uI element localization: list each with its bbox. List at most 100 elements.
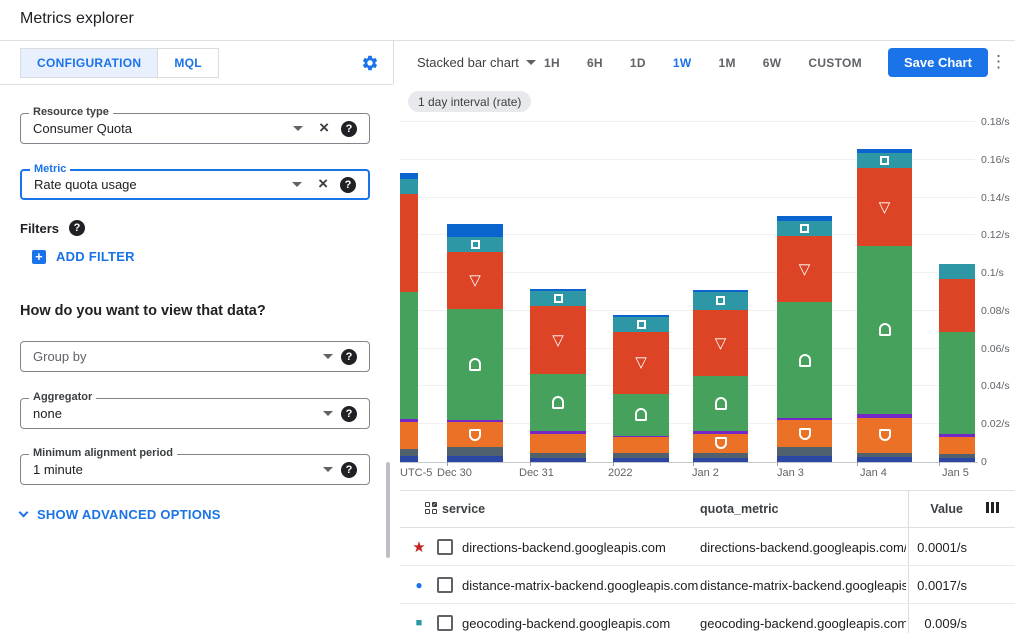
series-red-segment[interactable]: ▽ (613, 331, 669, 394)
tab-configuration[interactable]: CONFIGURATION (21, 49, 158, 77)
series-purple-segment[interactable] (400, 418, 418, 423)
chevron-down-icon[interactable] (323, 467, 333, 472)
series-red-segment[interactable]: ▽ (777, 236, 832, 303)
series-slate-segment[interactable] (400, 448, 418, 457)
stacked-bar[interactable]: ▽ (530, 115, 586, 462)
series-blue-segment[interactable] (693, 290, 748, 292)
help-icon[interactable]: ? (340, 176, 356, 193)
series-green-segment[interactable] (613, 394, 669, 436)
series-teal-segment[interactable] (447, 237, 503, 253)
range-6w[interactable]: 6W (762, 56, 782, 70)
series-green-segment[interactable] (400, 292, 418, 419)
chevron-down-icon[interactable] (323, 411, 333, 416)
save-chart-button[interactable]: Save Chart (888, 48, 988, 77)
range-1d[interactable]: 1D (629, 56, 646, 70)
range-1m[interactable]: 1M (718, 56, 736, 70)
series-blue-segment[interactable] (530, 289, 586, 292)
series-green-segment[interactable] (777, 302, 832, 418)
series-blue-segment[interactable] (857, 149, 912, 154)
series-slate-segment[interactable] (613, 452, 669, 459)
show-advanced-options-button[interactable]: SHOW ADVANCED OPTIONS (18, 507, 221, 522)
toggle-series-grid-icon[interactable] (425, 502, 437, 514)
metric-field[interactable]: Metric Rate quota usage × ? (20, 163, 370, 200)
series-purple-segment[interactable] (777, 417, 832, 421)
stacked-bar[interactable]: ▽ (693, 115, 748, 462)
series-teal-segment[interactable] (400, 178, 418, 194)
series-red-segment[interactable]: ▽ (857, 168, 912, 246)
series-red-segment[interactable]: ▽ (447, 252, 503, 309)
range-6h[interactable]: 6H (586, 56, 603, 70)
series-green-segment[interactable] (857, 245, 912, 414)
chevron-down-icon[interactable] (293, 126, 304, 131)
series-green-segment[interactable] (530, 374, 586, 431)
series-slate-segment[interactable] (530, 452, 586, 459)
range-custom[interactable]: CUSTOM (808, 56, 862, 70)
series-slate-segment[interactable] (777, 446, 832, 457)
series-navy-segment[interactable] (857, 457, 912, 462)
series-navy-segment[interactable] (939, 458, 975, 462)
help-icon[interactable]: ? (341, 405, 357, 422)
settings-gear-icon[interactable] (361, 54, 379, 72)
series-orange-segment[interactable] (613, 437, 669, 453)
series-navy-segment[interactable] (530, 458, 586, 462)
series-blue-segment[interactable] (777, 216, 832, 222)
scrollbar-thumb[interactable] (386, 462, 390, 558)
series-navy-segment[interactable] (447, 456, 503, 462)
series-orange-segment[interactable] (777, 420, 832, 447)
series-teal-segment[interactable] (530, 291, 586, 307)
series-purple-segment[interactable] (939, 433, 975, 437)
chevron-down-icon[interactable] (323, 354, 333, 359)
aggregator-field[interactable]: Aggregator none ? (20, 391, 370, 429)
resource-type-field[interactable]: Resource type Consumer Quota × ? (20, 106, 370, 144)
help-icon[interactable]: ? (341, 120, 357, 137)
series-purple-segment[interactable] (857, 413, 912, 418)
series-red-segment[interactable] (939, 278, 975, 332)
add-filter-button[interactable]: + ADD FILTER (32, 249, 135, 264)
tab-mql[interactable]: MQL (157, 49, 218, 77)
col-header-value[interactable]: Value (930, 502, 963, 516)
series-teal-segment[interactable] (693, 292, 748, 310)
series-blue-segment[interactable] (447, 224, 503, 238)
help-icon[interactable]: ? (69, 220, 86, 236)
series-blue-segment[interactable] (400, 173, 418, 179)
series-orange-segment[interactable] (530, 433, 586, 453)
series-purple-segment[interactable] (447, 420, 503, 423)
series-slate-segment[interactable] (857, 452, 912, 458)
series-orange-segment[interactable] (400, 422, 418, 449)
min-alignment-field[interactable]: Minimum alignment period 1 minute ? (20, 447, 370, 485)
series-navy-segment[interactable] (693, 458, 748, 462)
more-options-icon[interactable]: ⋮ (990, 52, 1007, 71)
help-icon[interactable]: ? (341, 461, 357, 478)
series-slate-segment[interactable] (693, 452, 748, 459)
series-orange-segment[interactable] (693, 433, 748, 453)
stacked-bar-chart[interactable]: ▽ ▽ ▽ ▽ ▽ ▽ (400, 115, 975, 462)
stacked-bar[interactable]: ▽ (447, 115, 503, 462)
series-blue-segment[interactable] (613, 314, 669, 317)
help-icon[interactable]: ? (341, 348, 357, 365)
series-red-segment[interactable]: ▽ (693, 309, 748, 377)
series-teal-segment[interactable] (857, 153, 912, 169)
row-checkbox[interactable] (437, 539, 453, 555)
stacked-bar[interactable]: ▽ (857, 115, 912, 462)
series-purple-segment[interactable] (613, 435, 669, 438)
series-teal-segment[interactable] (777, 221, 832, 237)
stacked-bar[interactable] (939, 115, 975, 462)
table-row[interactable]: ■ geocoding-backend.googleapis.com geoco… (400, 604, 1015, 633)
chart-type-dropdown[interactable]: Stacked bar chart (417, 55, 536, 70)
range-1w[interactable]: 1W (672, 56, 692, 70)
series-slate-segment[interactable] (939, 454, 975, 459)
series-green-segment[interactable] (939, 331, 975, 434)
stacked-bar[interactable] (400, 115, 418, 462)
col-header-quota-metric[interactable]: quota_metric (700, 502, 779, 516)
series-orange-segment[interactable] (939, 436, 975, 455)
series-navy-segment[interactable] (613, 458, 669, 462)
group-by-field[interactable]: Group by ? (20, 341, 370, 372)
series-red-segment[interactable]: ▽ (530, 306, 586, 375)
series-teal-segment[interactable] (613, 316, 669, 332)
series-orange-segment[interactable] (857, 417, 912, 453)
series-teal-segment[interactable] (939, 263, 975, 279)
chevron-down-icon[interactable] (292, 182, 303, 187)
series-purple-segment[interactable] (693, 430, 748, 434)
series-navy-segment[interactable] (400, 456, 418, 462)
row-checkbox[interactable] (437, 577, 453, 593)
